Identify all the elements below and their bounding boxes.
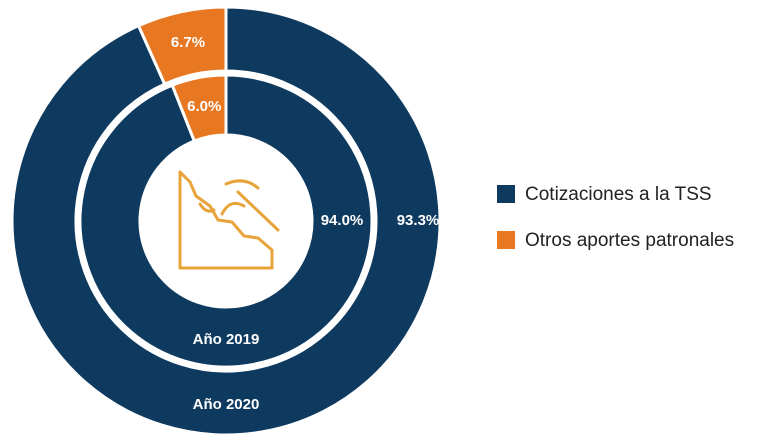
donut-slice	[136, 5, 228, 87]
value-label: 94.0%	[321, 212, 364, 229]
center-icon	[178, 170, 280, 270]
donut-slice	[170, 73, 228, 143]
donut-slice	[10, 5, 442, 435]
legend-swatch	[497, 231, 515, 249]
ring-label: Año 2020	[193, 396, 260, 413]
value-label: 6.0%	[187, 98, 221, 115]
legend-label: Cotizaciones a la TSS	[525, 184, 712, 205]
legend-label: Otros aportes patronales	[525, 230, 734, 251]
ring-label: Año 2019	[193, 331, 260, 348]
value-label: 6.7%	[171, 34, 205, 51]
legend-swatch	[497, 185, 515, 203]
donut-slice	[78, 73, 374, 369]
value-label: 93.3%	[397, 212, 440, 229]
